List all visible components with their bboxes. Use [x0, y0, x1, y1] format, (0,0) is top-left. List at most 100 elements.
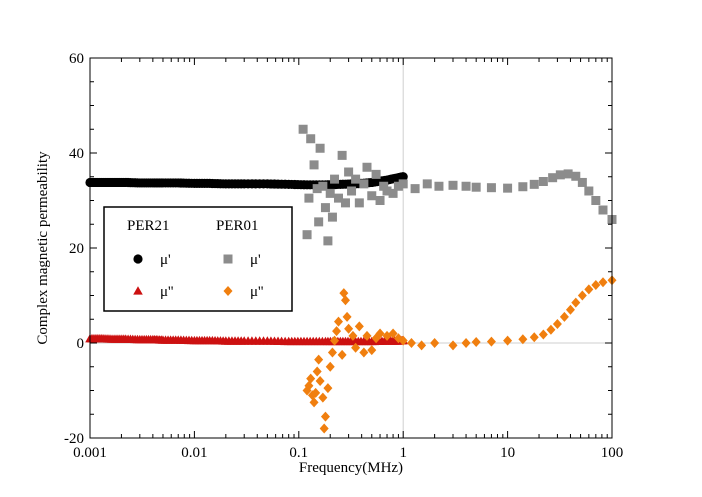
point-per01-square: [584, 186, 594, 196]
point-per01-diamond: [577, 290, 587, 301]
point-per01-square: [555, 170, 565, 180]
point-per01-square: [314, 217, 324, 227]
point-per01-square: [309, 160, 319, 170]
point-per01-diamond: [342, 311, 352, 322]
x-tick-label: 100: [601, 445, 624, 461]
point-per01-square: [318, 181, 328, 191]
point-per01-square: [302, 230, 312, 240]
point-per01-diamond: [330, 335, 340, 346]
point-per01-square: [367, 191, 377, 201]
point-per01-diamond: [591, 280, 601, 291]
point-per01-square: [422, 179, 432, 189]
point-per01-diamond: [332, 326, 342, 337]
y-axis-label: Complex magnetic permeability: [35, 151, 51, 345]
legend-markers: [133, 254, 233, 296]
legend-label-per21-mu-prime: μ': [160, 252, 171, 268]
legend-label-per01-mu-double-prime: μ'': [250, 284, 264, 300]
point-per01-diamond: [388, 328, 398, 339]
y-tick-label: 20: [69, 241, 84, 257]
point-per01-diamond: [571, 297, 581, 308]
point-per01-diamond: [518, 334, 528, 345]
point-per01-square: [598, 205, 608, 215]
point-per01-square: [359, 179, 369, 189]
axis-ticks: 0.001 0.01 0.1 1 10 100 -20 0 20 40 60: [64, 51, 623, 461]
point-per01-diamond: [430, 338, 440, 348]
point-per01-diamond: [375, 328, 385, 339]
point-per01-square: [388, 188, 398, 198]
point-per01-diamond: [318, 392, 328, 403]
point-per01-diamond: [538, 329, 548, 340]
point-per01-square: [304, 193, 314, 203]
point-per01-diamond: [417, 340, 427, 351]
point-per01-square: [337, 150, 347, 160]
point-per01-diamond: [559, 311, 569, 322]
point-per01-square: [518, 182, 528, 192]
x-axis-label: Frequency(MHz): [299, 460, 403, 476]
point-per01-diamond: [312, 366, 322, 377]
point-per01-square: [461, 181, 471, 191]
point-per01-square: [333, 193, 343, 203]
point-per01-square: [486, 183, 496, 193]
legend-marker-per01-diamond: [223, 286, 233, 296]
point-per01-square: [320, 203, 330, 213]
point-per01-diamond: [362, 330, 372, 341]
point-per01-diamond: [327, 347, 337, 358]
point-per01-diamond: [461, 338, 471, 348]
legend-label-per21-mu-double-prime: μ'': [160, 284, 174, 300]
point-per01-diamond: [351, 342, 361, 353]
point-per01-diamond: [529, 332, 539, 343]
legend-label-per01-mu-prime: μ': [250, 252, 261, 268]
point-per01-diamond: [333, 316, 343, 327]
x-tick-label: 10: [500, 445, 515, 461]
y-tick-label: 60: [69, 51, 84, 67]
point-per01-square: [330, 174, 340, 184]
point-per01-diamond: [471, 337, 481, 348]
x-tick-label: 0.001: [73, 445, 107, 461]
point-per01-diamond: [584, 284, 594, 295]
point-per01-square: [362, 162, 372, 172]
point-per01-diamond: [337, 349, 347, 360]
point-per21-circle: [398, 172, 408, 182]
point-per01-diamond: [359, 347, 369, 358]
point-per01-diamond: [309, 397, 319, 408]
point-per01-diamond: [367, 345, 377, 356]
point-per01-square: [325, 188, 335, 198]
point-per01-diamond: [306, 373, 316, 384]
point-per01-square: [393, 181, 403, 191]
point-per01-diamond: [344, 323, 354, 334]
point-per01-diamond: [319, 423, 329, 434]
legend: PER21 PER01 μ' μ'' μ' μ'': [103, 206, 293, 312]
point-per01-square: [448, 180, 458, 190]
legend-group-per21: PER21: [127, 218, 170, 234]
point-per01-square: [347, 186, 357, 196]
point-per01-square: [371, 169, 381, 179]
legend-marker-per21-triangle: [133, 286, 143, 295]
y-tick-label: -20: [64, 431, 84, 447]
point-per01-diamond: [311, 387, 321, 398]
point-per01-diamond: [565, 304, 575, 315]
point-per01-diamond: [486, 336, 496, 347]
point-per01-diamond: [348, 330, 358, 341]
point-per01-square: [434, 181, 444, 191]
point-per01-diamond: [552, 319, 562, 329]
point-per01-diamond: [503, 335, 513, 346]
legend-marker-per01-square: [223, 254, 233, 264]
point-per01-square: [591, 196, 601, 205]
point-per01-square: [529, 179, 539, 189]
point-per01-diamond: [320, 411, 330, 422]
x-tick-label: 0.01: [181, 445, 207, 461]
point-per01-diamond: [406, 338, 416, 348]
x-tick-label: 0.1: [289, 445, 308, 461]
point-per01-square: [563, 169, 573, 179]
point-per01-square: [340, 198, 350, 208]
y-tick-label: 0: [77, 336, 85, 352]
point-per01-diamond: [340, 295, 350, 306]
point-per01-square: [398, 179, 408, 189]
point-per01-diamond: [546, 324, 556, 335]
point-per01-square: [327, 212, 337, 222]
point-per01-diamond: [339, 288, 349, 299]
point-per01-square: [298, 124, 308, 134]
point-per01-diamond: [448, 340, 458, 351]
point-per01-square: [410, 184, 420, 194]
